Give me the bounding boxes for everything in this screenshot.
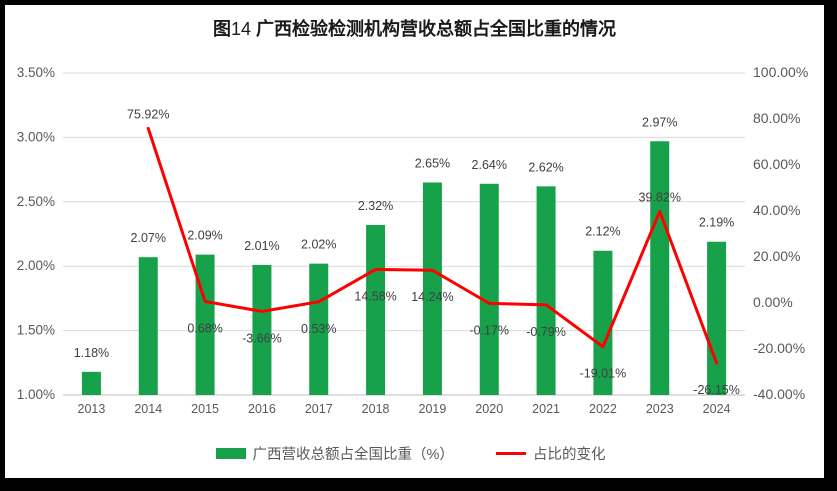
- svg-text:2021: 2021: [532, 402, 560, 416]
- svg-text:2.07%: 2.07%: [131, 231, 166, 245]
- svg-text:2018: 2018: [362, 402, 390, 416]
- svg-text:2024: 2024: [703, 402, 731, 416]
- svg-text:2.50%: 2.50%: [17, 194, 55, 209]
- svg-text:2022: 2022: [589, 402, 617, 416]
- svg-text:2.32%: 2.32%: [358, 199, 393, 213]
- svg-text:2014: 2014: [134, 402, 162, 416]
- svg-text:2.12%: 2.12%: [585, 225, 620, 239]
- svg-text:2020: 2020: [475, 402, 503, 416]
- svg-text:1.18%: 1.18%: [74, 346, 109, 360]
- svg-text:100.00%: 100.00%: [753, 64, 808, 80]
- svg-text:1.50%: 1.50%: [17, 323, 55, 338]
- svg-text:0.68%: 0.68%: [187, 321, 222, 335]
- svg-text:39.82%: 39.82%: [639, 190, 681, 204]
- svg-text:-0.17%: -0.17%: [469, 323, 509, 337]
- svg-text:2.01%: 2.01%: [244, 239, 279, 253]
- svg-text:-19.01%: -19.01%: [580, 367, 627, 381]
- svg-text:80.00%: 80.00%: [753, 110, 800, 126]
- svg-text:-26.15%: -26.15%: [693, 383, 740, 397]
- svg-text:2.62%: 2.62%: [528, 160, 563, 174]
- svg-text:3.50%: 3.50%: [17, 65, 55, 80]
- svg-text:2019: 2019: [419, 402, 447, 416]
- svg-text:2015: 2015: [191, 402, 219, 416]
- svg-text:0.00%: 0.00%: [753, 294, 793, 310]
- svg-text:2.09%: 2.09%: [187, 229, 222, 243]
- svg-text:75.92%: 75.92%: [127, 107, 169, 121]
- svg-text:2.02%: 2.02%: [301, 238, 336, 252]
- svg-text:40.00%: 40.00%: [753, 202, 800, 218]
- svg-text:60.00%: 60.00%: [753, 156, 800, 172]
- svg-text:-0.79%: -0.79%: [526, 325, 566, 339]
- svg-text:2.65%: 2.65%: [415, 156, 450, 170]
- svg-text:2023: 2023: [646, 402, 674, 416]
- svg-text:2.19%: 2.19%: [699, 216, 734, 230]
- svg-text:14.58%: 14.58%: [354, 289, 396, 303]
- svg-text:2016: 2016: [248, 402, 276, 416]
- svg-text:-3.66%: -3.66%: [242, 331, 282, 345]
- svg-text:-20.00%: -20.00%: [753, 340, 805, 356]
- svg-text:0.53%: 0.53%: [301, 322, 336, 336]
- svg-text:14.24%: 14.24%: [411, 290, 453, 304]
- svg-text:20.00%: 20.00%: [753, 248, 800, 264]
- svg-text:2013: 2013: [78, 402, 106, 416]
- svg-text:2.00%: 2.00%: [17, 258, 55, 273]
- svg-text:-40.00%: -40.00%: [753, 386, 805, 402]
- svg-text:2.97%: 2.97%: [642, 115, 677, 129]
- svg-text:3.00%: 3.00%: [17, 129, 55, 144]
- svg-text:2.64%: 2.64%: [472, 158, 507, 172]
- svg-text:1.00%: 1.00%: [17, 387, 55, 402]
- svg-text:2017: 2017: [305, 402, 333, 416]
